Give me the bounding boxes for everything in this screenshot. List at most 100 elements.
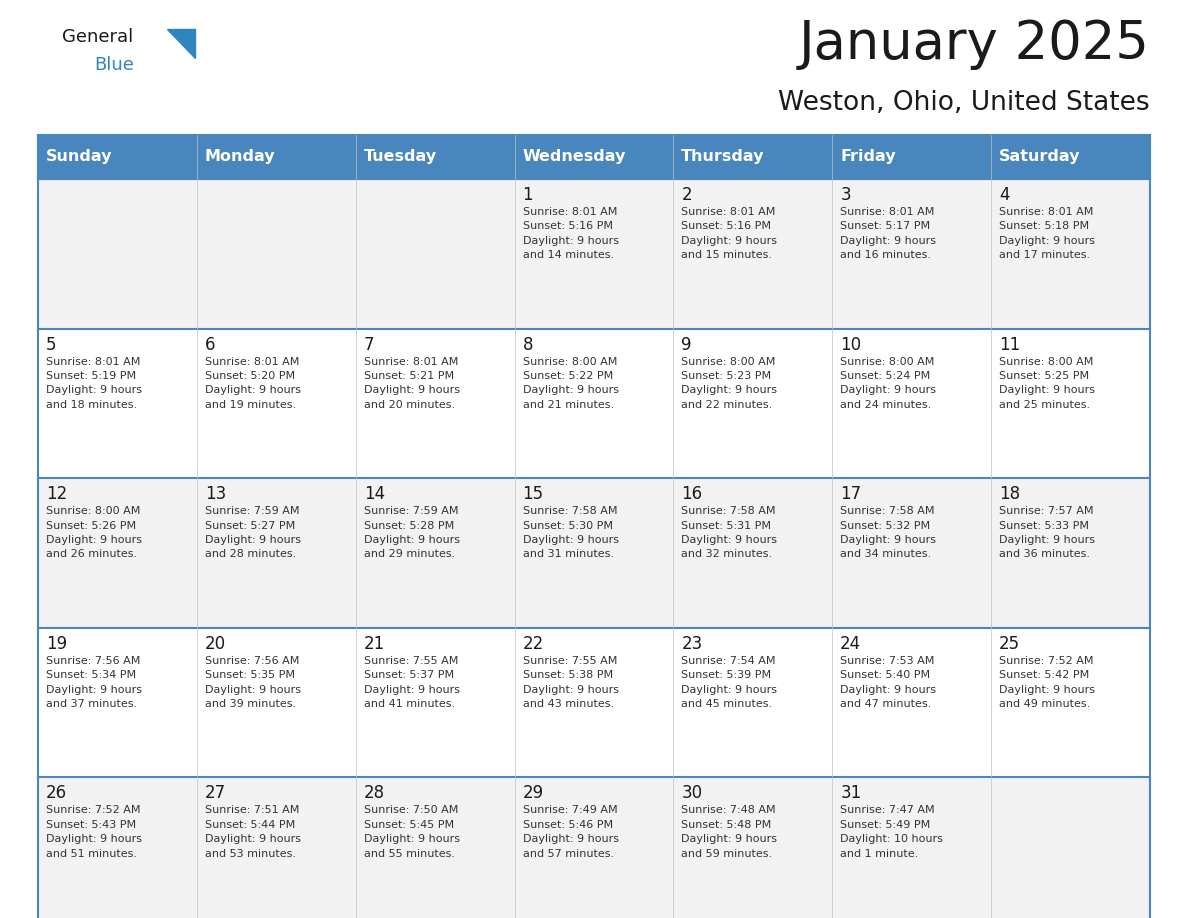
Text: Sunrise: 7:55 AM
Sunset: 5:38 PM
Daylight: 9 hours
and 43 minutes.: Sunrise: 7:55 AM Sunset: 5:38 PM Dayligh… [523, 655, 619, 709]
Text: Sunrise: 7:56 AM
Sunset: 5:34 PM
Daylight: 9 hours
and 37 minutes.: Sunrise: 7:56 AM Sunset: 5:34 PM Dayligh… [46, 655, 141, 709]
Text: Sunrise: 7:59 AM
Sunset: 5:28 PM
Daylight: 9 hours
and 29 minutes.: Sunrise: 7:59 AM Sunset: 5:28 PM Dayligh… [364, 506, 460, 559]
Text: Sunrise: 8:00 AM
Sunset: 5:23 PM
Daylight: 9 hours
and 22 minutes.: Sunrise: 8:00 AM Sunset: 5:23 PM Dayligh… [682, 356, 777, 409]
Text: Sunrise: 8:01 AM
Sunset: 5:16 PM
Daylight: 9 hours
and 14 minutes.: Sunrise: 8:01 AM Sunset: 5:16 PM Dayligh… [523, 207, 619, 260]
Bar [833, 778, 991, 918]
Text: 2: 2 [682, 186, 691, 204]
Bar [514, 778, 674, 918]
Bar [355, 329, 514, 478]
Text: Sunrise: 7:58 AM
Sunset: 5:30 PM
Daylight: 9 hours
and 31 minutes.: Sunrise: 7:58 AM Sunset: 5:30 PM Dayligh… [523, 506, 619, 559]
Text: 1: 1 [523, 186, 533, 204]
Text: 23: 23 [682, 635, 702, 653]
Bar [991, 628, 1150, 778]
Bar [38, 179, 197, 329]
Bar [514, 628, 674, 778]
Bar [674, 628, 833, 778]
Bar [355, 778, 514, 918]
Text: 21: 21 [364, 635, 385, 653]
Text: Sunrise: 7:50 AM
Sunset: 5:45 PM
Daylight: 9 hours
and 55 minutes.: Sunrise: 7:50 AM Sunset: 5:45 PM Dayligh… [364, 805, 460, 858]
Bar [833, 329, 991, 478]
Text: 12: 12 [46, 486, 68, 503]
Text: Sunrise: 7:51 AM
Sunset: 5:44 PM
Daylight: 9 hours
and 53 minutes.: Sunrise: 7:51 AM Sunset: 5:44 PM Dayligh… [204, 805, 301, 858]
Text: 25: 25 [999, 635, 1020, 653]
Text: Sunrise: 8:00 AM
Sunset: 5:25 PM
Daylight: 9 hours
and 25 minutes.: Sunrise: 8:00 AM Sunset: 5:25 PM Dayligh… [999, 356, 1095, 409]
Text: Saturday: Saturday [999, 150, 1081, 164]
Text: 8: 8 [523, 336, 533, 353]
Text: 3: 3 [840, 186, 851, 204]
Text: Sunrise: 8:00 AM
Sunset: 5:26 PM
Daylight: 9 hours
and 26 minutes.: Sunrise: 8:00 AM Sunset: 5:26 PM Dayligh… [46, 506, 141, 559]
Bar [514, 135, 674, 179]
Text: 14: 14 [364, 486, 385, 503]
Text: Sunrise: 8:01 AM
Sunset: 5:19 PM
Daylight: 9 hours
and 18 minutes.: Sunrise: 8:01 AM Sunset: 5:19 PM Dayligh… [46, 356, 141, 409]
Bar [197, 179, 355, 329]
Text: Sunrise: 8:01 AM
Sunset: 5:17 PM
Daylight: 9 hours
and 16 minutes.: Sunrise: 8:01 AM Sunset: 5:17 PM Dayligh… [840, 207, 936, 260]
Text: Wednesday: Wednesday [523, 150, 626, 164]
Text: Sunrise: 8:01 AM
Sunset: 5:16 PM
Daylight: 9 hours
and 15 minutes.: Sunrise: 8:01 AM Sunset: 5:16 PM Dayligh… [682, 207, 777, 260]
Text: 6: 6 [204, 336, 215, 353]
Text: January 2025: January 2025 [800, 18, 1150, 70]
Bar [833, 628, 991, 778]
Bar [38, 329, 197, 478]
Bar [833, 179, 991, 329]
Text: 31: 31 [840, 784, 861, 802]
Text: 18: 18 [999, 486, 1020, 503]
Text: 30: 30 [682, 784, 702, 802]
Bar [197, 478, 355, 628]
Text: Sunday: Sunday [46, 150, 113, 164]
Text: 24: 24 [840, 635, 861, 653]
Text: 15: 15 [523, 486, 544, 503]
Text: 16: 16 [682, 486, 702, 503]
Bar [197, 329, 355, 478]
Text: Sunrise: 8:00 AM
Sunset: 5:22 PM
Daylight: 9 hours
and 21 minutes.: Sunrise: 8:00 AM Sunset: 5:22 PM Dayligh… [523, 356, 619, 409]
Text: 7: 7 [364, 336, 374, 353]
Text: 5: 5 [46, 336, 57, 353]
Bar [355, 478, 514, 628]
Text: 10: 10 [840, 336, 861, 353]
Text: Sunrise: 8:00 AM
Sunset: 5:24 PM
Daylight: 9 hours
and 24 minutes.: Sunrise: 8:00 AM Sunset: 5:24 PM Dayligh… [840, 356, 936, 409]
Text: Blue: Blue [94, 56, 134, 74]
Text: 29: 29 [523, 784, 544, 802]
Bar [833, 478, 991, 628]
Text: Sunrise: 8:01 AM
Sunset: 5:21 PM
Daylight: 9 hours
and 20 minutes.: Sunrise: 8:01 AM Sunset: 5:21 PM Dayligh… [364, 356, 460, 409]
Text: Sunrise: 7:48 AM
Sunset: 5:48 PM
Daylight: 9 hours
and 59 minutes.: Sunrise: 7:48 AM Sunset: 5:48 PM Dayligh… [682, 805, 777, 858]
Bar [355, 628, 514, 778]
Text: Sunrise: 7:58 AM
Sunset: 5:32 PM
Daylight: 9 hours
and 34 minutes.: Sunrise: 7:58 AM Sunset: 5:32 PM Dayligh… [840, 506, 936, 559]
Bar [991, 478, 1150, 628]
Text: Sunrise: 7:56 AM
Sunset: 5:35 PM
Daylight: 9 hours
and 39 minutes.: Sunrise: 7:56 AM Sunset: 5:35 PM Dayligh… [204, 655, 301, 709]
Text: Sunrise: 7:52 AM
Sunset: 5:42 PM
Daylight: 9 hours
and 49 minutes.: Sunrise: 7:52 AM Sunset: 5:42 PM Dayligh… [999, 655, 1095, 709]
Bar [991, 135, 1150, 179]
Text: Sunrise: 7:47 AM
Sunset: 5:49 PM
Daylight: 10 hours
and 1 minute.: Sunrise: 7:47 AM Sunset: 5:49 PM Dayligh… [840, 805, 943, 858]
Bar [674, 179, 833, 329]
Bar [197, 778, 355, 918]
Polygon shape [168, 29, 195, 58]
Text: Thursday: Thursday [682, 150, 765, 164]
Bar [38, 628, 197, 778]
Bar [38, 478, 197, 628]
Text: Sunrise: 7:54 AM
Sunset: 5:39 PM
Daylight: 9 hours
and 45 minutes.: Sunrise: 7:54 AM Sunset: 5:39 PM Dayligh… [682, 655, 777, 709]
Text: Sunrise: 7:59 AM
Sunset: 5:27 PM
Daylight: 9 hours
and 28 minutes.: Sunrise: 7:59 AM Sunset: 5:27 PM Dayligh… [204, 506, 301, 559]
Text: 22: 22 [523, 635, 544, 653]
Text: Sunrise: 8:01 AM
Sunset: 5:20 PM
Daylight: 9 hours
and 19 minutes.: Sunrise: 8:01 AM Sunset: 5:20 PM Dayligh… [204, 356, 301, 409]
Text: Tuesday: Tuesday [364, 150, 437, 164]
Bar [674, 329, 833, 478]
Bar [991, 179, 1150, 329]
Text: Sunrise: 7:57 AM
Sunset: 5:33 PM
Daylight: 9 hours
and 36 minutes.: Sunrise: 7:57 AM Sunset: 5:33 PM Dayligh… [999, 506, 1095, 559]
Bar [674, 778, 833, 918]
Text: General: General [62, 28, 133, 46]
Bar [991, 329, 1150, 478]
Text: 13: 13 [204, 486, 226, 503]
Bar [991, 778, 1150, 918]
Bar [355, 135, 514, 179]
Text: Sunrise: 7:49 AM
Sunset: 5:46 PM
Daylight: 9 hours
and 57 minutes.: Sunrise: 7:49 AM Sunset: 5:46 PM Dayligh… [523, 805, 619, 858]
Text: 11: 11 [999, 336, 1020, 353]
Text: Sunrise: 7:52 AM
Sunset: 5:43 PM
Daylight: 9 hours
and 51 minutes.: Sunrise: 7:52 AM Sunset: 5:43 PM Dayligh… [46, 805, 141, 858]
Text: 26: 26 [46, 784, 67, 802]
Text: Sunrise: 8:01 AM
Sunset: 5:18 PM
Daylight: 9 hours
and 17 minutes.: Sunrise: 8:01 AM Sunset: 5:18 PM Dayligh… [999, 207, 1095, 260]
Text: 27: 27 [204, 784, 226, 802]
Text: Monday: Monday [204, 150, 276, 164]
Bar [514, 179, 674, 329]
Text: Sunrise: 7:53 AM
Sunset: 5:40 PM
Daylight: 9 hours
and 47 minutes.: Sunrise: 7:53 AM Sunset: 5:40 PM Dayligh… [840, 655, 936, 709]
Text: 19: 19 [46, 635, 67, 653]
Text: 9: 9 [682, 336, 691, 353]
Bar [38, 135, 197, 179]
Text: Sunrise: 7:58 AM
Sunset: 5:31 PM
Daylight: 9 hours
and 32 minutes.: Sunrise: 7:58 AM Sunset: 5:31 PM Dayligh… [682, 506, 777, 559]
